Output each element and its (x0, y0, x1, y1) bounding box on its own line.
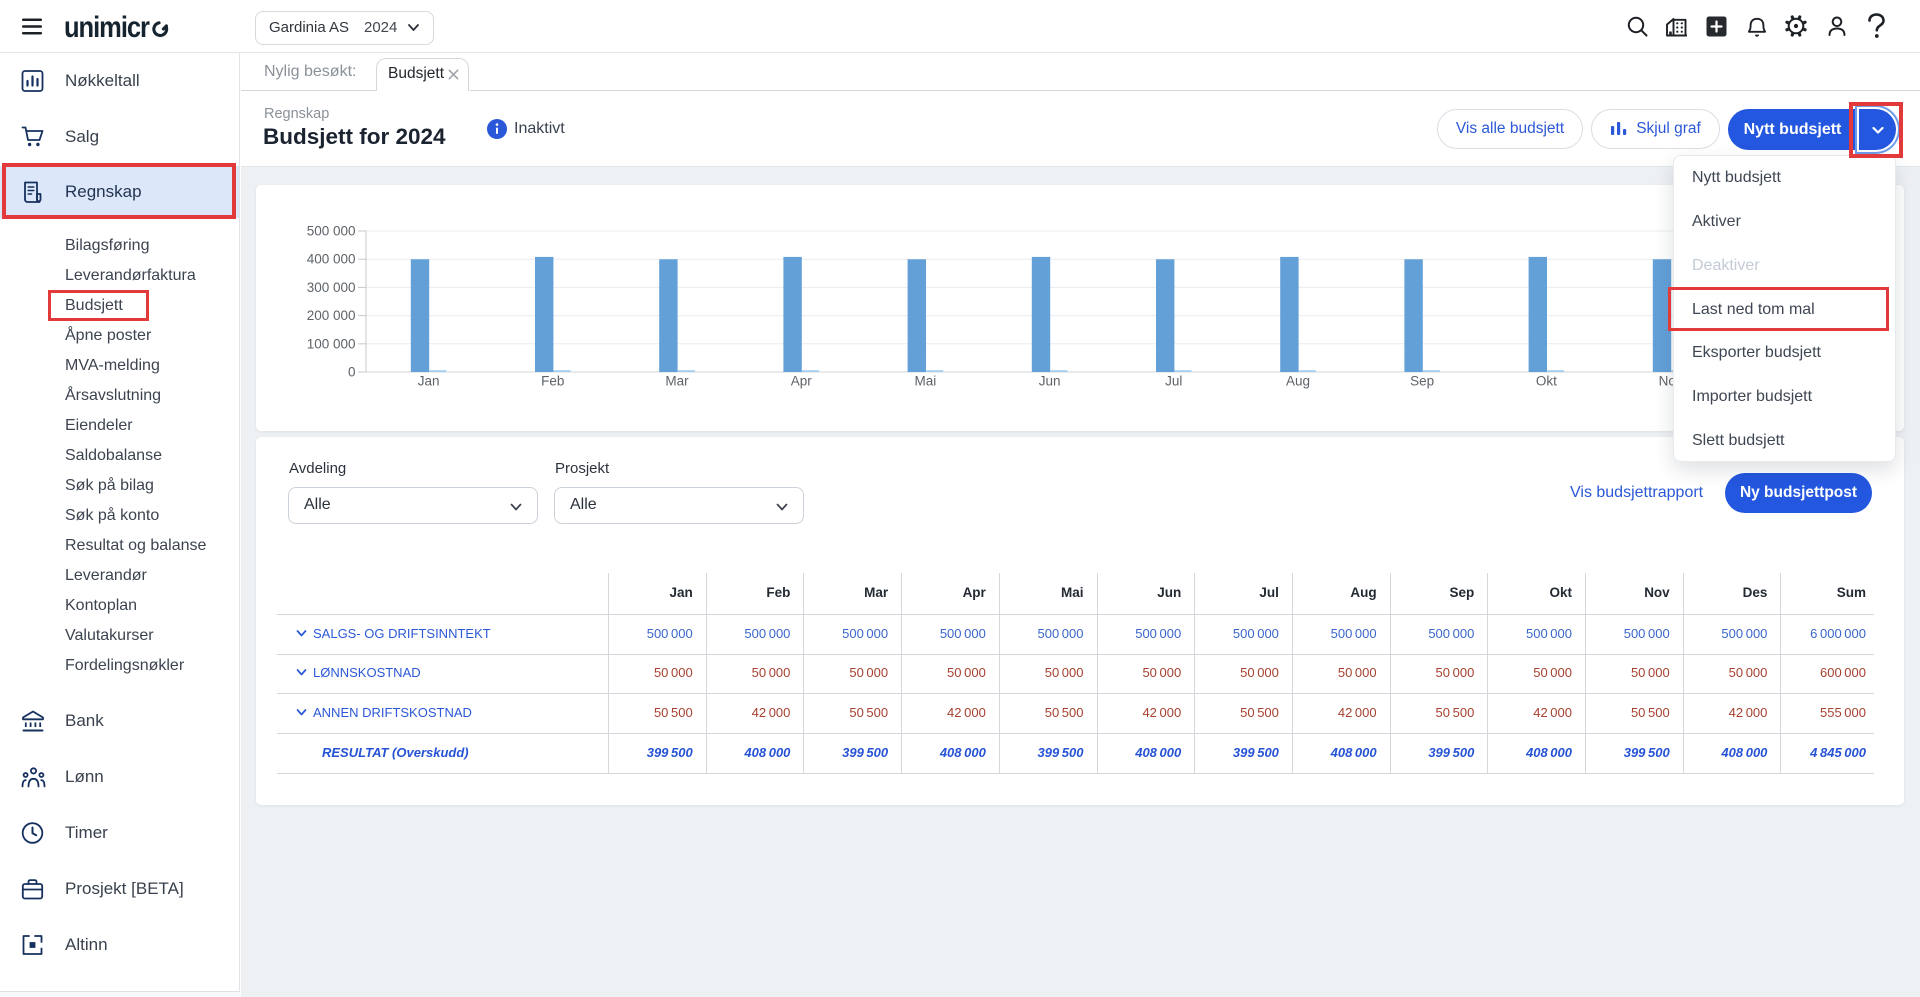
svg-text:400 000: 400 000 (307, 252, 356, 267)
svg-text:Sep: Sep (1410, 374, 1434, 389)
svg-text:Aug: Aug (1286, 374, 1310, 389)
svg-text:500 000: 500 000 (307, 224, 356, 239)
svg-text:Jul: Jul (1165, 374, 1182, 389)
svg-text:Feb: Feb (541, 374, 564, 389)
svg-text:100 000: 100 000 (307, 336, 356, 351)
svg-text:Jan: Jan (418, 374, 440, 389)
svg-text:300 000: 300 000 (307, 280, 356, 295)
svg-text:Mai: Mai (915, 374, 937, 389)
svg-text:Jun: Jun (1039, 374, 1061, 389)
svg-text:Mar: Mar (665, 374, 689, 389)
svg-text:200 000: 200 000 (307, 308, 356, 323)
svg-text:Apr: Apr (791, 374, 813, 389)
svg-text:0: 0 (348, 365, 356, 380)
svg-text:Okt: Okt (1536, 374, 1557, 389)
